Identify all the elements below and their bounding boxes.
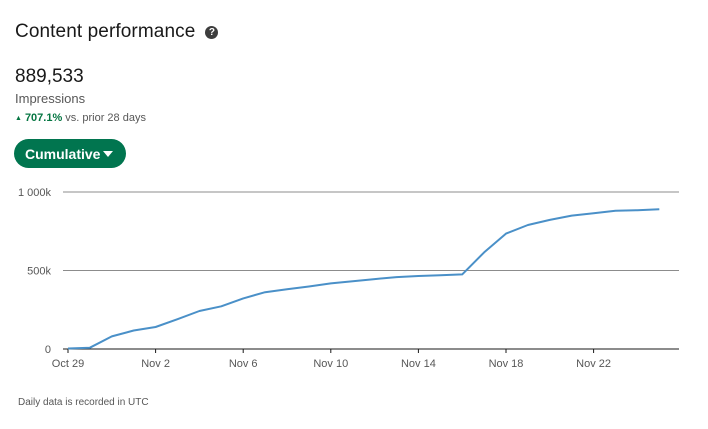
title-row: Content performance ? bbox=[15, 21, 219, 43]
x-tick-label: Oct 29 bbox=[52, 358, 84, 370]
x-tick-label: Nov 22 bbox=[576, 358, 611, 370]
chart-series bbox=[67, 208, 660, 350]
y-axis-labels: 0 500k 1 000k bbox=[18, 187, 52, 356]
y-tick-label: 500k bbox=[27, 266, 51, 278]
change-percent: 707.1% bbox=[24, 112, 63, 124]
x-axis: Oct 29 Nov 2 Nov 6 Nov 10 Nov 14 Nov 18 Nov 22 bbox=[52, 348, 679, 370]
x-tick-label: Nov 18 bbox=[489, 358, 524, 370]
cumulative-dropdown-button[interactable]: Cumulative bbox=[14, 139, 127, 168]
x-tick-label: Nov 10 bbox=[313, 358, 348, 370]
impressions-value: 889,533 bbox=[15, 66, 84, 87]
impressions-label: Impressions bbox=[15, 91, 86, 106]
utc-footnote: Daily data is recorded in UTC bbox=[18, 397, 149, 408]
impressions-line-chart: 0 500k 1 000k Oct 29 Nov 2 Nov 6 Nov 10 Nov 14… bbox=[18, 187, 679, 370]
y-tick-label: 0 bbox=[45, 344, 51, 356]
x-tick-label: Nov 14 bbox=[401, 358, 436, 370]
change-indicator: ▲ 707.1% vs. prior 28 days bbox=[15, 112, 146, 124]
question-circle-icon[interactable]: ? bbox=[205, 26, 219, 39]
chart-gridlines bbox=[63, 191, 679, 271]
x-tick-label: Nov 6 bbox=[229, 358, 258, 370]
series-line bbox=[67, 208, 660, 350]
triangle-up-icon: ▲ bbox=[15, 114, 22, 122]
x-tick-label: Nov 2 bbox=[141, 358, 170, 370]
caret-down-icon bbox=[103, 151, 114, 157]
dropdown-label: Cumulative bbox=[25, 145, 101, 162]
page-title: Content performance bbox=[15, 21, 196, 42]
y-tick-label: 1 000k bbox=[18, 187, 52, 199]
change-suffix: vs. prior 28 days bbox=[65, 112, 146, 124]
